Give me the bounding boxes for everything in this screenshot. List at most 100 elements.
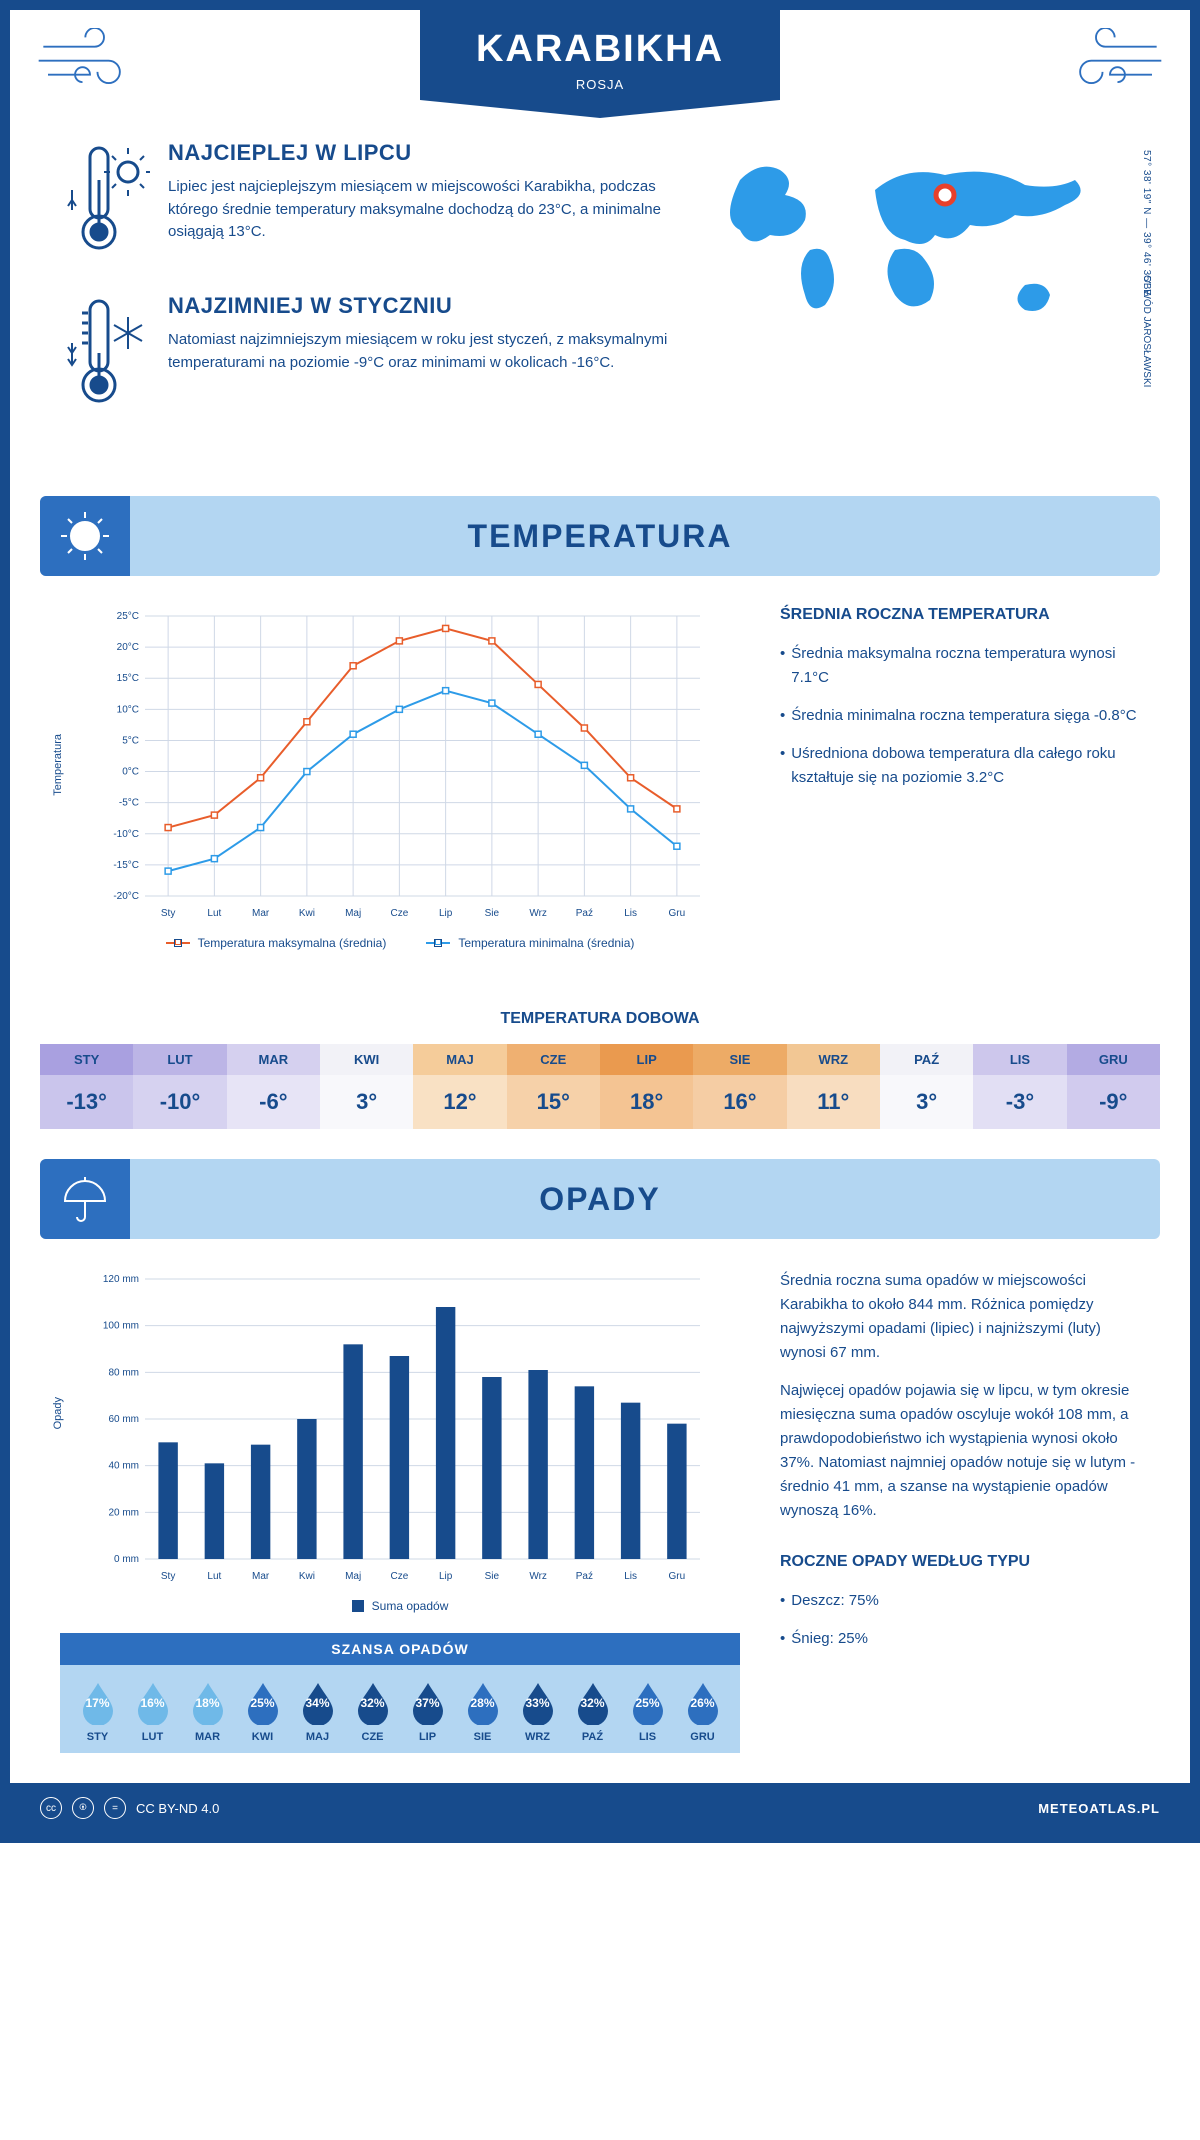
raindrop-icon: 25%	[244, 1681, 282, 1725]
daily-temp-cell: PAŹ3°	[880, 1044, 973, 1129]
daily-temp-cell: LUT-10°	[133, 1044, 226, 1129]
precipitation-chance-box: SZANSA OPADÓW 17%STY16%LUT18%MAR25%KWI34…	[60, 1633, 740, 1753]
site-name: METEOATLAS.PL	[1038, 1801, 1160, 1816]
fact-warmest-text: Lipiec jest najcieplejszym miesiącem w m…	[168, 176, 690, 244]
svg-text:20°C: 20°C	[117, 642, 139, 653]
intro-section: NAJCIEPLEJ W LIPCU Lipiec jest najcieple…	[10, 120, 1190, 476]
svg-text:15°C: 15°C	[117, 673, 139, 684]
fact-coldest-text: Natomiast najzimniejszym miesiącem w rok…	[168, 329, 690, 374]
precip-y-axis-label: Opady	[52, 1397, 64, 1429]
fact-coldest-title: NAJZIMNIEJ W STYCZNIU	[168, 293, 690, 319]
section-banner-temperature: TEMPERATURA	[40, 496, 1160, 576]
temperature-summary: ŚREDNIA ROCZNA TEMPERATURA Średnia maksy…	[780, 606, 1140, 950]
temp-summary-item: Uśredniona dobowa temperatura dla całego…	[780, 742, 1140, 790]
chance-cell: 33%WRZ	[510, 1681, 565, 1743]
svg-text:-10°C: -10°C	[113, 829, 139, 840]
svg-text:Paź: Paź	[576, 908, 593, 919]
world-map-icon	[720, 140, 1100, 340]
svg-text:Mar: Mar	[252, 908, 270, 919]
svg-text:40 mm: 40 mm	[108, 1461, 139, 1472]
daily-temp-cell: LIS-3°	[973, 1044, 1066, 1129]
fact-warmest: NAJCIEPLEJ W LIPCU Lipiec jest najcieple…	[60, 140, 690, 265]
chance-cell: 34%MAJ	[290, 1681, 345, 1743]
daily-temp-cell: MAR-6°	[227, 1044, 320, 1129]
fact-coldest: NAJZIMNIEJ W STYCZNIU Natomiast najzimni…	[60, 293, 690, 418]
section-title-precipitation: OPADY	[539, 1181, 660, 1218]
chance-cell: 18%MAR	[180, 1681, 235, 1743]
svg-text:120 mm: 120 mm	[103, 1274, 139, 1285]
chance-cell: 32%PAŹ	[565, 1681, 620, 1743]
title-banner: KARABIKHA ROSJA	[420, 10, 780, 100]
chance-cell: 25%KWI	[235, 1681, 290, 1743]
daily-temp-cell: KWI3°	[320, 1044, 413, 1129]
thermometer-hot-icon	[60, 140, 150, 265]
header: KARABIKHA ROSJA	[10, 10, 1190, 120]
svg-text:20 mm: 20 mm	[108, 1507, 139, 1518]
svg-text:Lut: Lut	[207, 908, 221, 919]
license-block: cc 🅯 = CC BY-ND 4.0	[40, 1797, 219, 1819]
svg-text:Lis: Lis	[624, 908, 637, 919]
svg-text:10°C: 10°C	[117, 704, 139, 715]
chance-cell: 26%GRU	[675, 1681, 730, 1743]
thermometer-cold-icon	[60, 293, 150, 418]
precip-type-item: Deszcz: 75%	[780, 1589, 1140, 1613]
page-root: KARABIKHA ROSJA NAJCIEPLEJ W L	[0, 0, 1200, 1843]
temp-summary-title: ŚREDNIA ROCZNA TEMPERATURA	[780, 606, 1140, 624]
chance-cell: 17%STY	[70, 1681, 125, 1743]
raindrop-icon: 25%	[629, 1681, 667, 1725]
svg-text:Cze: Cze	[390, 908, 408, 919]
precipitation-chart-row: Opady 0 mm20 mm40 mm60 mm80 mm100 mm120 …	[10, 1269, 1190, 1783]
svg-text:Lip: Lip	[439, 908, 453, 919]
daily-temp-cell: SIE16°	[693, 1044, 786, 1129]
svg-text:0 mm: 0 mm	[114, 1554, 139, 1565]
svg-text:25°C: 25°C	[117, 611, 139, 622]
precip-type-title: ROCZNE OPADY WEDŁUG TYPU	[780, 1553, 1140, 1571]
svg-text:Paź: Paź	[576, 1571, 593, 1582]
daily-temp-table: STY-13°LUT-10°MAR-6°KWI3°MAJ12°CZE15°LIP…	[40, 1044, 1160, 1129]
nd-icon: =	[104, 1797, 126, 1819]
svg-text:Lut: Lut	[207, 1571, 221, 1582]
region-text: OBWÓD JAROSŁAWSKI	[1141, 275, 1152, 387]
city-name: KARABIKHA	[420, 28, 780, 71]
raindrop-icon: 28%	[464, 1681, 502, 1725]
svg-text:Wrz: Wrz	[529, 1571, 547, 1582]
precip-text-1: Średnia roczna suma opadów w miejscowośc…	[780, 1269, 1140, 1365]
chance-title: SZANSA OPADÓW	[60, 1633, 740, 1665]
svg-text:100 mm: 100 mm	[103, 1321, 139, 1332]
svg-text:5°C: 5°C	[122, 735, 139, 746]
fact-warmest-title: NAJCIEPLEJ W LIPCU	[168, 140, 690, 166]
svg-text:Sty: Sty	[161, 1571, 175, 1582]
raindrop-icon: 16%	[134, 1681, 172, 1725]
raindrop-icon: 32%	[354, 1681, 392, 1725]
wind-icon-left	[10, 10, 170, 116]
svg-text:0°C: 0°C	[122, 767, 139, 778]
legend-item-min: Temperatura minimalna (średnia)	[426, 936, 634, 950]
temp-summary-item: Średnia maksymalna roczna temperatura wy…	[780, 642, 1140, 690]
cc-icon: cc	[40, 1797, 62, 1819]
world-map-block: 57° 38' 19" N — 39° 46' 35" E OBWÓD JARO…	[720, 140, 1140, 446]
by-icon: 🅯	[72, 1797, 94, 1819]
daily-temp-cell: GRU-9°	[1067, 1044, 1160, 1129]
svg-text:-20°C: -20°C	[113, 891, 139, 902]
license-text: CC BY-ND 4.0	[136, 1801, 219, 1816]
umbrella-icon	[40, 1159, 130, 1239]
raindrop-icon: 26%	[684, 1681, 722, 1725]
raindrop-icon: 18%	[189, 1681, 227, 1725]
chance-cell: 16%LUT	[125, 1681, 180, 1743]
svg-text:Cze: Cze	[390, 1571, 408, 1582]
temperature-legend: Temperatura maksymalna (średnia) Tempera…	[60, 936, 740, 950]
svg-text:60 mm: 60 mm	[108, 1414, 139, 1425]
svg-text:Sie: Sie	[485, 1571, 500, 1582]
section-banner-precipitation: OPADY	[40, 1159, 1160, 1239]
temp-y-axis-label: Temperatura	[52, 734, 64, 796]
svg-text:Sty: Sty	[161, 908, 175, 919]
svg-text:Mar: Mar	[252, 1571, 270, 1582]
daily-temp-cell: MAJ12°	[413, 1044, 506, 1129]
wind-icon-right	[1030, 10, 1190, 116]
svg-text:Kwi: Kwi	[299, 1571, 315, 1582]
svg-text:Kwi: Kwi	[299, 908, 315, 919]
daily-temp-cell: WRZ11°	[787, 1044, 880, 1129]
daily-temp-cell: STY-13°	[40, 1044, 133, 1129]
daily-temp-cell: LIP18°	[600, 1044, 693, 1129]
raindrop-icon: 17%	[79, 1681, 117, 1725]
